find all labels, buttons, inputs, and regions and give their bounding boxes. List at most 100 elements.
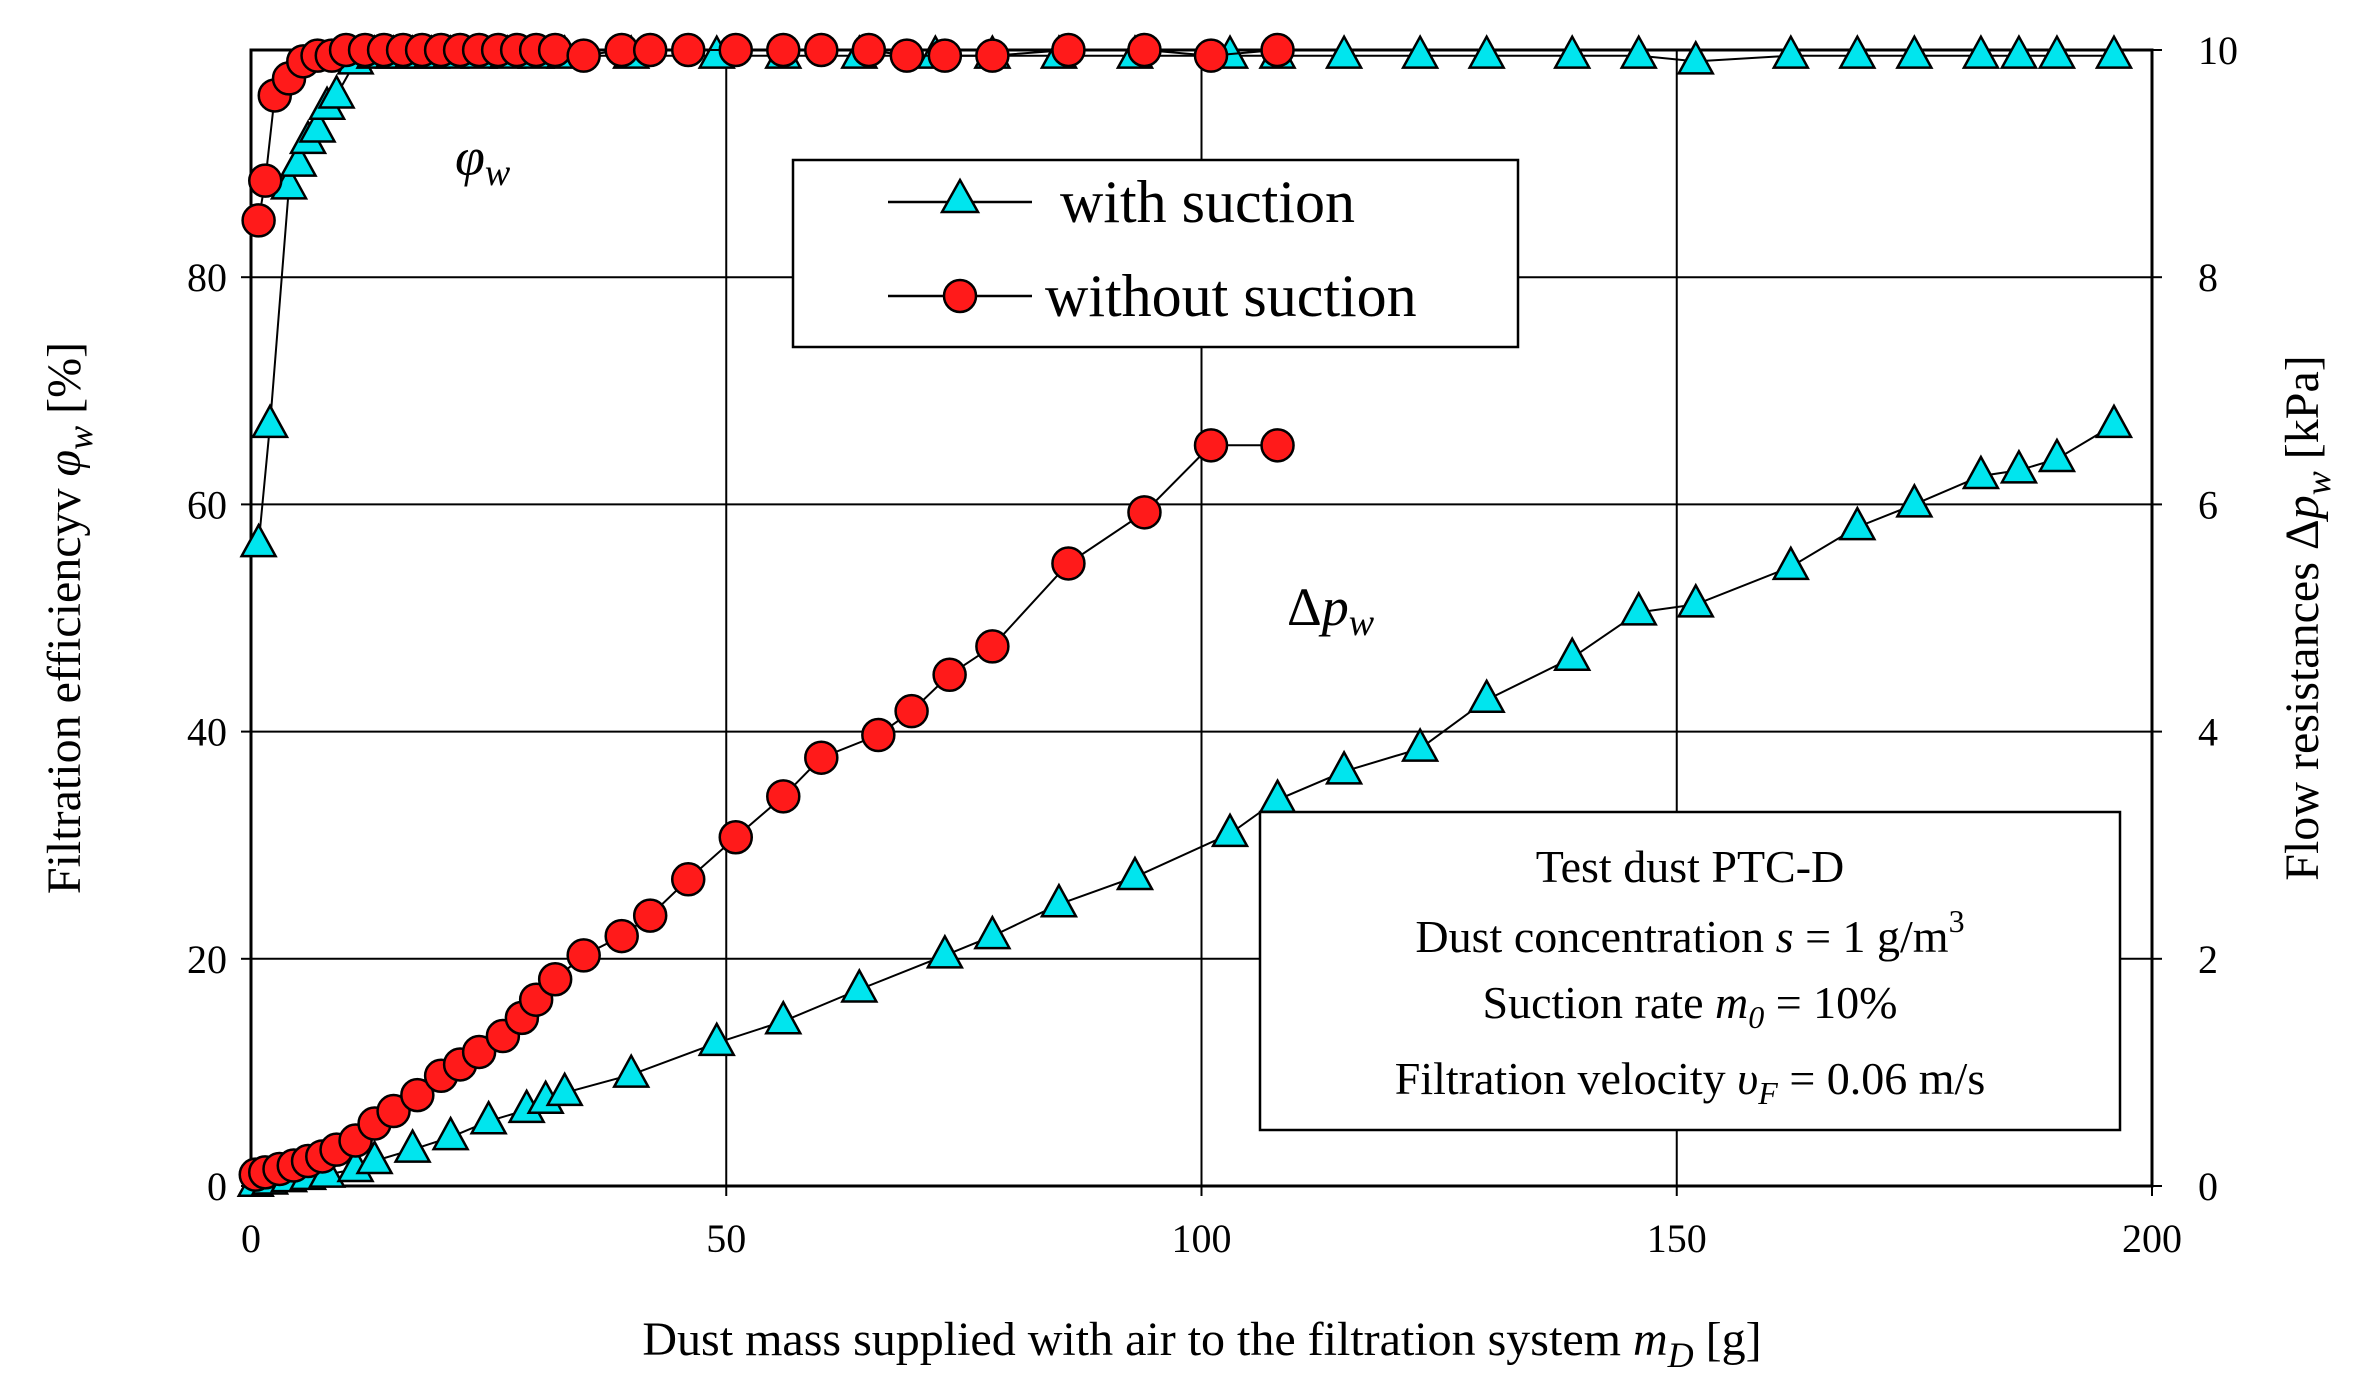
data-point-with-suction-efficiency [250,403,290,439]
data-point-with-suction-efficiency [1961,34,2001,69]
data-point-with-suction-resistance [545,1071,584,1107]
data-point-without-suction-resistance [766,779,801,814]
data-point-without-suction-resistance [400,1077,435,1113]
data-point-with-suction-resistance [393,1128,432,1163]
data-point-without-suction-resistance [804,740,839,775]
data-point-with-suction-resistance [1401,727,1440,762]
data-point-with-suction-resistance [1771,545,1810,581]
data-point-with-suction-efficiency [239,522,278,558]
data-point-without-suction-efficiency [566,38,601,73]
data-point-with-suction-resistance [1895,482,1934,518]
data-point-with-suction-resistance [1676,582,1715,618]
data-point-without-suction-resistance [537,961,573,997]
data-point-with-suction-efficiency [1553,34,1592,69]
data-point-with-suction-efficiency [1401,34,1440,69]
data-point-without-suction-resistance [718,819,754,855]
data-point-with-suction-resistance [697,1021,736,1057]
data-point-with-suction-resistance [1039,882,1079,918]
info-box-line-4: Filtration velocity υF = 0.06 m/s [1395,1053,1985,1111]
data-point-without-suction-efficiency [1051,32,1086,68]
data-point-without-suction-efficiency [632,32,668,68]
y-left-tick-label: 80 [187,255,227,300]
data-point-with-suction-resistance [1324,749,1364,785]
data-point-without-suction-efficiency [851,32,887,68]
legend-marker-without-suction [942,278,978,314]
x-tick-label: 100 [1172,1216,1232,1261]
data-point-without-suction-efficiency [927,38,963,73]
data-point-without-suction-efficiency [1127,32,1162,68]
legend-marker-with-suction [939,177,981,214]
y-left-tick-label: 20 [187,937,227,982]
legend: with suction without suction [791,158,1520,349]
data-point-with-suction-efficiency [2037,34,2077,69]
data-point-with-suction-resistance [431,1115,470,1151]
data-point-without-suction-resistance [566,938,601,973]
data-point-without-suction-efficiency [804,32,839,68]
data-point-with-suction-resistance [612,1053,651,1088]
data-point-with-suction-resistance [1999,448,2039,484]
info-box-line-1: Test dust PTC-D [1536,841,1845,892]
data-point-without-suction-resistance [1193,428,1229,463]
series-without-suction-efficiency [241,32,1295,238]
data-point-with-suction-resistance [355,1139,394,1175]
data-point-with-suction-efficiency [1676,39,1715,75]
data-point-without-suction-efficiency [537,32,573,68]
data-point-without-suction-resistance [376,1093,411,1129]
data-point-without-suction-resistance [604,918,639,954]
y-left-tick-label: 0 [207,1164,227,1209]
data-point-without-suction-resistance [1260,428,1295,463]
data-point-with-suction-resistance [1838,505,1877,541]
data-point-with-suction-efficiency [1467,34,1506,69]
x-tick-label: 50 [706,1216,746,1261]
data-point-without-suction-efficiency [1193,38,1229,73]
legend-label-without-suction: without suction [1045,263,1417,329]
y-left-tick-label: 60 [187,482,227,527]
y-right-tick-label: 8 [2198,255,2218,300]
data-point-with-suction-resistance [840,967,879,1003]
data-point-without-suction-resistance [861,717,896,753]
data-point-with-suction-resistance [1619,590,1658,626]
x-tick-label: 150 [1647,1216,1707,1261]
data-point-without-suction-resistance [461,1034,497,1070]
data-point-without-suction-efficiency [604,32,639,68]
y-right-tick-label: 6 [2198,482,2218,527]
data-point-with-suction-efficiency [1895,34,1934,69]
data-point-without-suction-efficiency [889,38,925,73]
data-point-without-suction-efficiency [766,32,801,68]
info-box-frame [1258,810,2122,1132]
series-without-suction-resistance [238,428,1295,1192]
x-axis: 0 50 100 150 200 [241,1186,2182,1261]
data-point-without-suction-efficiency [718,32,754,68]
data-point-with-suction-resistance [1467,678,1506,714]
info-box-line-2: Dust concentration s = 1 g/m3 [1415,903,1964,962]
y-right-tick-label: 0 [2198,1164,2218,1209]
data-point-with-suction-resistance [469,1099,508,1135]
info-box-line-3: Suction rate m0 = 10% [1483,977,1898,1035]
y-axis-left-label: Filtration efficiencyv φw [%] [38,342,100,894]
data-point-with-suction-resistance [2094,403,2134,439]
data-point-with-suction-resistance [2037,437,2077,473]
y-axis-left: 0 20 40 60 80 [187,255,251,1209]
y-right-tick-label: 10 [2198,28,2238,73]
data-point-with-suction-efficiency [1838,34,1877,69]
data-point-with-suction-resistance [1961,454,2001,490]
data-point-without-suction-resistance [1127,495,1162,530]
data-point-without-suction-resistance [975,629,1010,664]
data-point-with-suction-efficiency [1324,34,1364,69]
series-layer [236,32,2134,1197]
data-point-with-suction-efficiency [279,142,318,177]
data-point-with-suction-resistance [925,933,964,969]
data-point-without-suction-efficiency [1260,32,1295,68]
data-point-without-suction-resistance [932,657,967,693]
legend-label-with-suction: with suction [1060,169,1355,235]
data-point-with-suction-efficiency [1619,34,1658,69]
data-point-with-suction-resistance [973,914,1012,950]
legend-box [791,158,1520,349]
data-point-with-suction-efficiency [1771,34,1810,69]
y-left-tick-label: 40 [187,710,227,755]
annotation-delta-p: Δpw [1287,577,1375,644]
y-axis-right: 0 2 4 6 8 10 [2152,28,2238,1209]
data-point-with-suction-efficiency [298,107,337,143]
data-point-without-suction-resistance [632,898,668,933]
